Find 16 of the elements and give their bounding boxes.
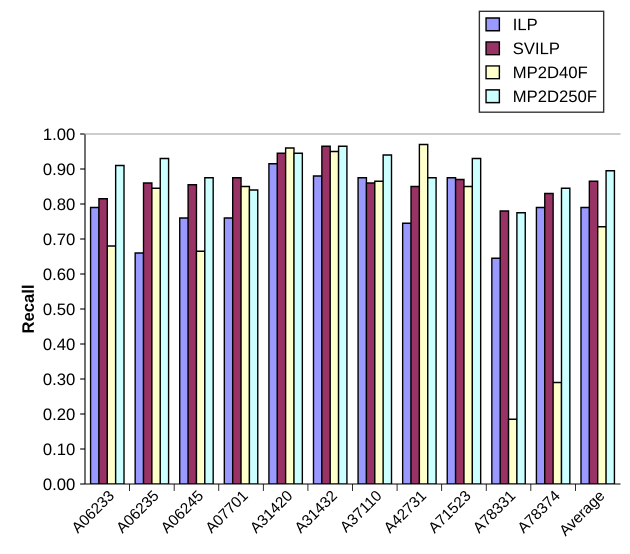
y-tick-label: 0.10 — [43, 443, 75, 456]
legend-label: MP2D40F — [514, 66, 588, 78]
y-tick-label: 1.00 — [44, 128, 75, 140]
y-axis-title: Recall — [22, 286, 34, 332]
y-tick-label: 0.00 — [43, 478, 75, 490]
y-tick-label: 0.20 — [43, 408, 75, 420]
y-tick-label: 0.60 — [43, 268, 75, 280]
y-tick-label: 0.40 — [43, 338, 75, 350]
legend-label: ILP — [514, 18, 537, 30]
y-tick-label: 0.70 — [43, 233, 75, 246]
y-tick-label: 0.30 — [43, 373, 75, 386]
legend-label: SVILP — [513, 42, 560, 54]
y-tick-label: 0.90 — [43, 163, 75, 176]
y-tick-label: 0.80 — [43, 198, 75, 210]
legend-label: MP2D250F — [514, 90, 596, 102]
y-tick-label: 0.50 — [43, 303, 75, 316]
